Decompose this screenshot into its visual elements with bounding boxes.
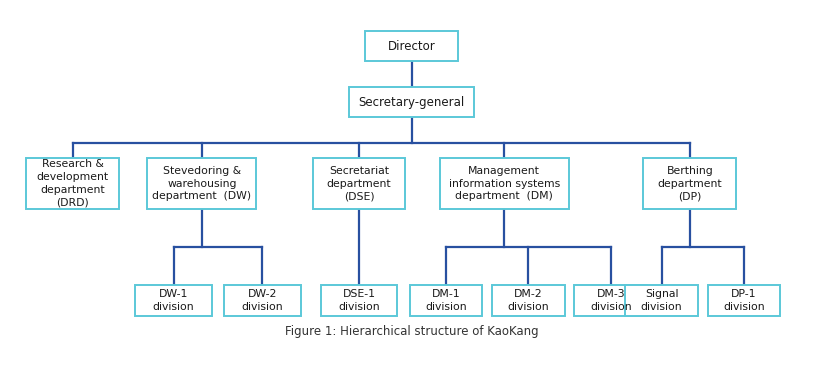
Text: Secretary-general: Secretary-general [358,96,465,109]
FancyBboxPatch shape [644,158,736,209]
FancyBboxPatch shape [349,87,474,118]
FancyBboxPatch shape [492,285,565,316]
FancyBboxPatch shape [321,285,398,316]
FancyBboxPatch shape [439,158,569,209]
FancyBboxPatch shape [410,285,482,316]
Text: Director: Director [388,39,435,53]
Text: Signal
division: Signal division [641,289,682,312]
Text: Secretariat
department
(DSE): Secretariat department (DSE) [327,166,392,201]
Text: Management
information systems
department  (DM): Management information systems departmen… [449,166,560,201]
Text: DW-2
division: DW-2 division [241,289,283,312]
FancyBboxPatch shape [365,31,458,61]
Text: Stevedoring &
warehousing
department  (DW): Stevedoring & warehousing department (DW… [152,166,251,201]
FancyBboxPatch shape [574,285,647,316]
FancyBboxPatch shape [224,285,300,316]
FancyBboxPatch shape [147,158,256,209]
FancyBboxPatch shape [708,285,780,316]
FancyBboxPatch shape [26,158,119,209]
Text: Berthing
department
(DP): Berthing department (DP) [658,166,722,201]
Text: Figure 1: Hierarchical structure of KaoKang: Figure 1: Hierarchical structure of KaoK… [285,325,538,338]
FancyBboxPatch shape [135,285,212,316]
Text: DSE-1
division: DSE-1 division [338,289,380,312]
Text: DM-1
division: DM-1 division [425,289,467,312]
FancyBboxPatch shape [313,158,406,209]
FancyBboxPatch shape [625,285,698,316]
Text: DP-1
division: DP-1 division [723,289,765,312]
Text: DW-1
division: DW-1 division [153,289,194,312]
Text: DM-2
division: DM-2 division [508,289,549,312]
Text: DM-3
division: DM-3 division [590,289,631,312]
Text: Research &
development
department
(DRD): Research & development department (DRD) [37,160,109,208]
